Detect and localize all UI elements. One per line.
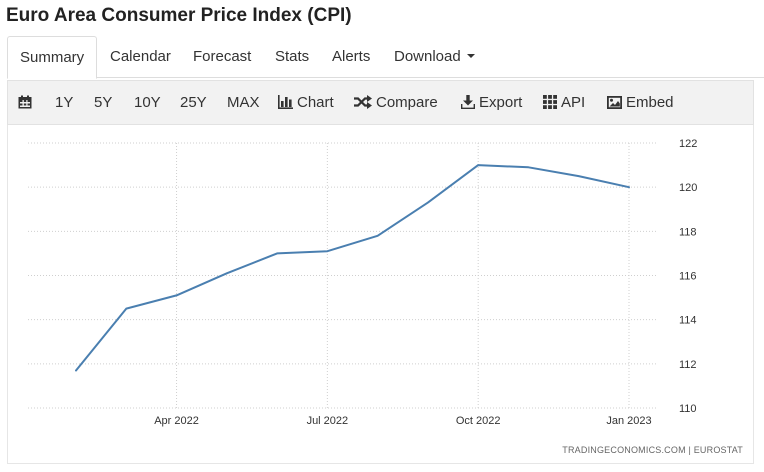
embed-button-label: Embed [626, 94, 674, 111]
range-1y-button[interactable]: 1Y [55, 94, 74, 111]
cpi-line-chart: 110 112 114 116 118 120 122 Apr 2022 Jul 2022 Oct… [28, 138, 697, 427]
tab-alerts[interactable]: Alerts [332, 48, 371, 65]
x-tick-label: Apr 2022 [154, 415, 199, 427]
y-tick-label: 122 [679, 138, 697, 150]
tab-stats[interactable]: Stats [275, 48, 310, 65]
download-icon [460, 95, 476, 110]
series-line [75, 164, 630, 372]
x-tick-label: Oct 2022 [456, 415, 501, 427]
chart-button[interactable]: Chart [278, 81, 334, 124]
y-tick-label: 110 [679, 403, 697, 415]
api-button-label: API [561, 94, 586, 111]
tabs-bar: Summary Calendar Forecast Stats Alerts D… [7, 36, 764, 79]
tab-calendar[interactable]: Calendar [110, 48, 171, 65]
y-tick-label: 120 [679, 182, 697, 194]
calendar-icon[interactable] [18, 81, 32, 124]
export-button-label: Export [479, 94, 523, 111]
tab-forecast[interactable]: Forecast [193, 48, 252, 65]
chart-button-label: Chart [297, 94, 334, 111]
y-tick-label: 114 [679, 315, 697, 327]
shuffle-icon [354, 95, 372, 109]
x-tick-label: Jan 2023 [606, 415, 651, 427]
range-5y-button[interactable]: 5Y [94, 94, 113, 111]
image-icon [606, 95, 622, 109]
page-title: Euro Area Consumer Price Index (CPI) [6, 5, 352, 26]
y-tick-label: 116 [679, 271, 697, 283]
range-10y-button[interactable]: 10Y [134, 94, 161, 111]
range-max-button[interactable]: MAX [227, 94, 260, 111]
tab-download[interactable]: Download [382, 36, 487, 78]
bar-chart-icon [278, 95, 293, 109]
tab-summary[interactable]: Summary [7, 36, 98, 79]
y-tick-label: 112 [679, 359, 697, 371]
compare-button-label: Compare [376, 94, 438, 111]
api-button[interactable]: API [543, 81, 585, 124]
chart-toolbar: 1Y 5Y 10Y 25Y MAX Chart Compare Export A… [7, 80, 754, 125]
range-25y-button[interactable]: 25Y [180, 94, 207, 111]
export-button[interactable]: Export [460, 81, 523, 124]
compare-button[interactable]: Compare [354, 81, 438, 124]
chart-panel: 110 112 114 116 118 120 122 Apr 2022 Jul 2022 Oct… [7, 125, 754, 464]
source-credit: TRADINGECONOMICS.COM | EUROSTAT [562, 445, 743, 455]
grid-icon [543, 95, 557, 109]
embed-button[interactable]: Embed [606, 81, 674, 124]
tab-download-label: Download [394, 48, 461, 65]
caret-down-icon [466, 54, 475, 59]
x-tick-label: Jul 2022 [307, 415, 349, 427]
y-tick-label: 118 [679, 226, 697, 238]
